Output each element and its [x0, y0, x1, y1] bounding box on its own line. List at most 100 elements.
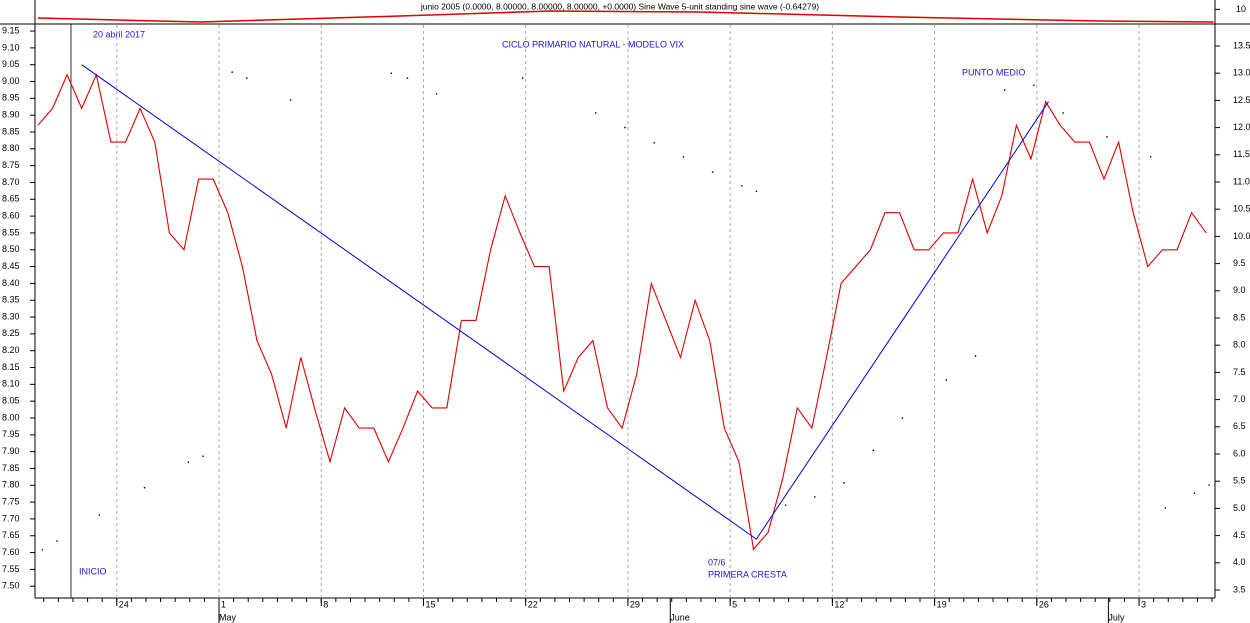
y2-tick-label: 11.5 [1233, 149, 1250, 159]
y-tick-label: 8.70 [2, 177, 20, 187]
y-tick-label: 7.75 [2, 496, 20, 506]
y-tick-label: 8.50 [2, 244, 20, 254]
y-tick-label: 7.65 [2, 530, 20, 540]
x-tick-label: 5 [732, 599, 737, 609]
sine-dot [289, 99, 292, 101]
annotation: 07/6 [708, 557, 726, 567]
y-tick-label: 7.85 [2, 463, 20, 473]
y-tick-label: 8.85 [2, 126, 20, 136]
indicator-title: junio 2005 (0.0000, 8.00000, 8.00000, 8.… [420, 1, 819, 11]
sine-dot [521, 77, 524, 79]
sine-dot [390, 72, 393, 74]
sine-dot [1033, 84, 1035, 86]
sine-dot [143, 486, 146, 489]
sine-dot [755, 190, 758, 193]
sine-dot [202, 455, 204, 457]
y-tick-label: 8.00 [2, 412, 20, 422]
trendline [81, 64, 1049, 540]
y2-tick-label: 4.0 [1233, 557, 1246, 567]
y2-tick-label: 7.0 [1233, 394, 1246, 404]
month-label: May [219, 612, 237, 622]
annotation: PUNTO MEDIO [962, 67, 1025, 77]
y2-tick-label: 13.5 [1233, 40, 1250, 50]
sine-dot [231, 71, 233, 73]
y-tick-label: 8.75 [2, 160, 20, 170]
sine-dot [594, 112, 597, 114]
y-tick-label: 8.30 [2, 311, 20, 321]
y-tick-label: 9.15 [2, 25, 20, 35]
x-tick-label: 8 [323, 599, 328, 609]
sine-dot [784, 504, 787, 506]
y-tick-label: 8.90 [2, 110, 20, 120]
y2-tick-label: 12.5 [1233, 95, 1250, 105]
sine-dot [245, 77, 248, 79]
y2-tick-label: 8.0 [1233, 340, 1246, 350]
x-tick-label: 19 [937, 599, 947, 609]
y2-tick-label: 3.5 [1233, 584, 1246, 594]
sine-dot [98, 514, 101, 516]
y2-tick-label: 12.0 [1233, 122, 1250, 132]
sine-dot [1003, 89, 1006, 91]
y2-tick-label: 11.0 [1233, 176, 1250, 186]
y-tick-label: 8.40 [2, 278, 20, 288]
y-tick-label: 9.10 [2, 42, 20, 52]
y-tick-label: 7.50 [2, 581, 20, 591]
x-tick-label: 29 [630, 599, 640, 609]
x-tick-label: 24 [119, 599, 129, 609]
sine-dot [435, 93, 438, 95]
y-tick-label: 8.10 [2, 379, 20, 389]
y-tick-label: 7.80 [2, 480, 20, 490]
sine-dot [1149, 156, 1152, 158]
month-label: June [670, 612, 690, 622]
y2-tick-label: 13.0 [1233, 68, 1250, 78]
sine-dot [1193, 492, 1196, 494]
y-tick-label: 8.65 [2, 194, 20, 204]
month-label: July [1108, 612, 1125, 622]
y-tick-label: 7.95 [2, 429, 20, 439]
y-tick-label: 8.80 [2, 143, 20, 153]
y2-tick-label: 8.5 [1233, 312, 1246, 322]
y-tick-label: 9.05 [2, 59, 20, 69]
y2-tick-label: 9.0 [1233, 285, 1246, 295]
y-tick-label: 8.95 [2, 93, 20, 103]
y2-tick-label: 5.5 [1233, 476, 1246, 486]
annotation: PRIMERA CRESTA [708, 569, 787, 579]
sine-dot [653, 142, 656, 144]
x-tick-label: 12 [834, 599, 844, 609]
sine-dot [56, 540, 58, 542]
sine-dot [741, 185, 743, 187]
annotation: INICIO [79, 566, 107, 576]
x-tick-label: 26 [1039, 599, 1049, 609]
y2-tick-label: 5.0 [1233, 503, 1246, 513]
x-tick-label: 1 [221, 599, 226, 609]
y2-tick-label: 9.5 [1233, 258, 1246, 268]
y-tick-label: 8.25 [2, 328, 20, 338]
sine-dot [814, 496, 816, 498]
sine-dot [1062, 112, 1064, 114]
sine-dot [901, 417, 904, 419]
y2-tick-label: 6.0 [1233, 448, 1246, 458]
sine-dot [711, 171, 714, 174]
y-tick-label: 8.35 [2, 295, 20, 305]
sine-dot [624, 126, 626, 129]
y-tick-label: 8.60 [2, 210, 20, 220]
sine-dot [872, 449, 875, 451]
y-tick-label: 7.90 [2, 446, 20, 456]
y-tick-label: 7.55 [2, 564, 20, 574]
y-tick-label: 7.70 [2, 513, 20, 523]
sine-dot [1106, 136, 1108, 138]
x-tick-label: 15 [425, 599, 435, 609]
sine-dot [406, 77, 409, 79]
y2-tick-label: 10.0 [1233, 231, 1250, 241]
price-line [37, 73, 1207, 551]
y-tick-label: 8.55 [2, 227, 20, 237]
y-tick-label: 8.15 [2, 362, 20, 372]
indicator-tick-label: 10 [1236, 4, 1246, 14]
chart-title: CICLO PRIMARIO NATURAL - MODELO VIX [502, 39, 684, 49]
sine-dot [1208, 484, 1210, 486]
y-tick-label: 7.60 [2, 547, 20, 557]
y-tick-label: 9.00 [2, 76, 20, 86]
sine-dot [41, 548, 44, 551]
